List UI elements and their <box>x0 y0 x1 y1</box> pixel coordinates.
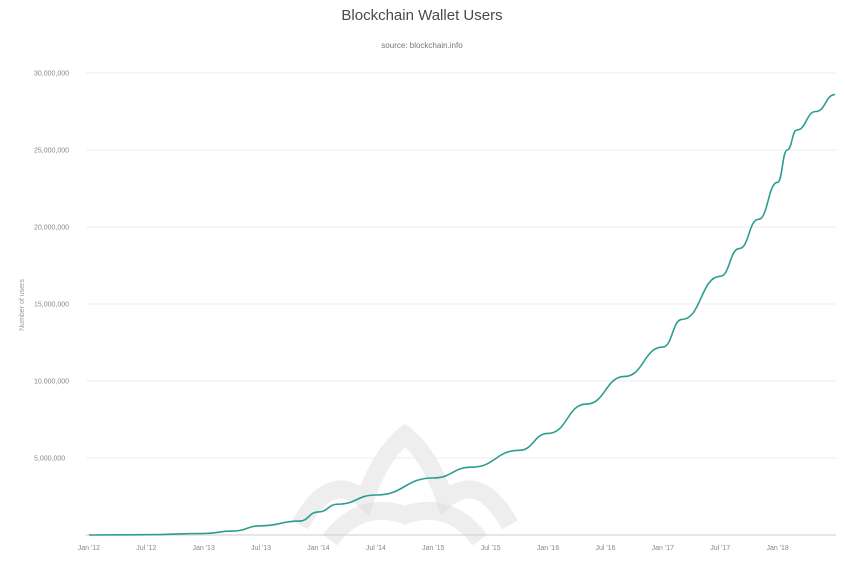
x-tick-label: Jan '17 <box>652 545 674 552</box>
y-tick-label: 30,000,000 <box>34 71 69 78</box>
x-tick-label: Jul '13 <box>251 545 271 552</box>
grid-lines <box>86 72 836 459</box>
x-tick-label: Jul '17 <box>710 545 730 552</box>
x-tick-label: Jan '13 <box>192 545 214 552</box>
y-axis-ticks: 5,000,000 10,000,000 15,000,000 20,000,000 2… <box>34 71 69 463</box>
x-tick-label: Jul '15 <box>481 545 501 552</box>
y-tick-label: 20,000,000 <box>34 225 69 232</box>
y-tick-label: 5,000,000 <box>34 456 65 463</box>
x-tick-label: Jan '18 <box>766 545 788 552</box>
series-line <box>88 93 836 536</box>
series-group <box>88 93 836 536</box>
x-tick-label: Jan '15 <box>422 545 444 552</box>
x-tick-label: Jul '12 <box>136 545 156 552</box>
watermark-logo <box>292 423 518 546</box>
x-axis-ticks: Jan '12 Jul '12 Jan '13 Jul '13 Jan '14 Jul '… <box>78 545 789 552</box>
y-tick-label: 25,000,000 <box>34 148 69 155</box>
y-tick-label: 15,000,000 <box>34 302 69 309</box>
x-tick-label: Jan '16 <box>537 545 559 552</box>
x-tick-label: Jul '16 <box>595 545 615 552</box>
y-axis-label: Number of users <box>19 279 26 331</box>
x-tick-label: Jul '14 <box>366 545 386 552</box>
y-tick-label: 10,000,000 <box>34 379 69 386</box>
x-tick-label: Jan '12 <box>78 545 100 552</box>
chart-title: Blockchain Wallet Users <box>341 7 502 24</box>
x-tick-label: Jan '14 <box>307 545 329 552</box>
chart-subtitle: source: blockchain.info <box>381 41 463 50</box>
